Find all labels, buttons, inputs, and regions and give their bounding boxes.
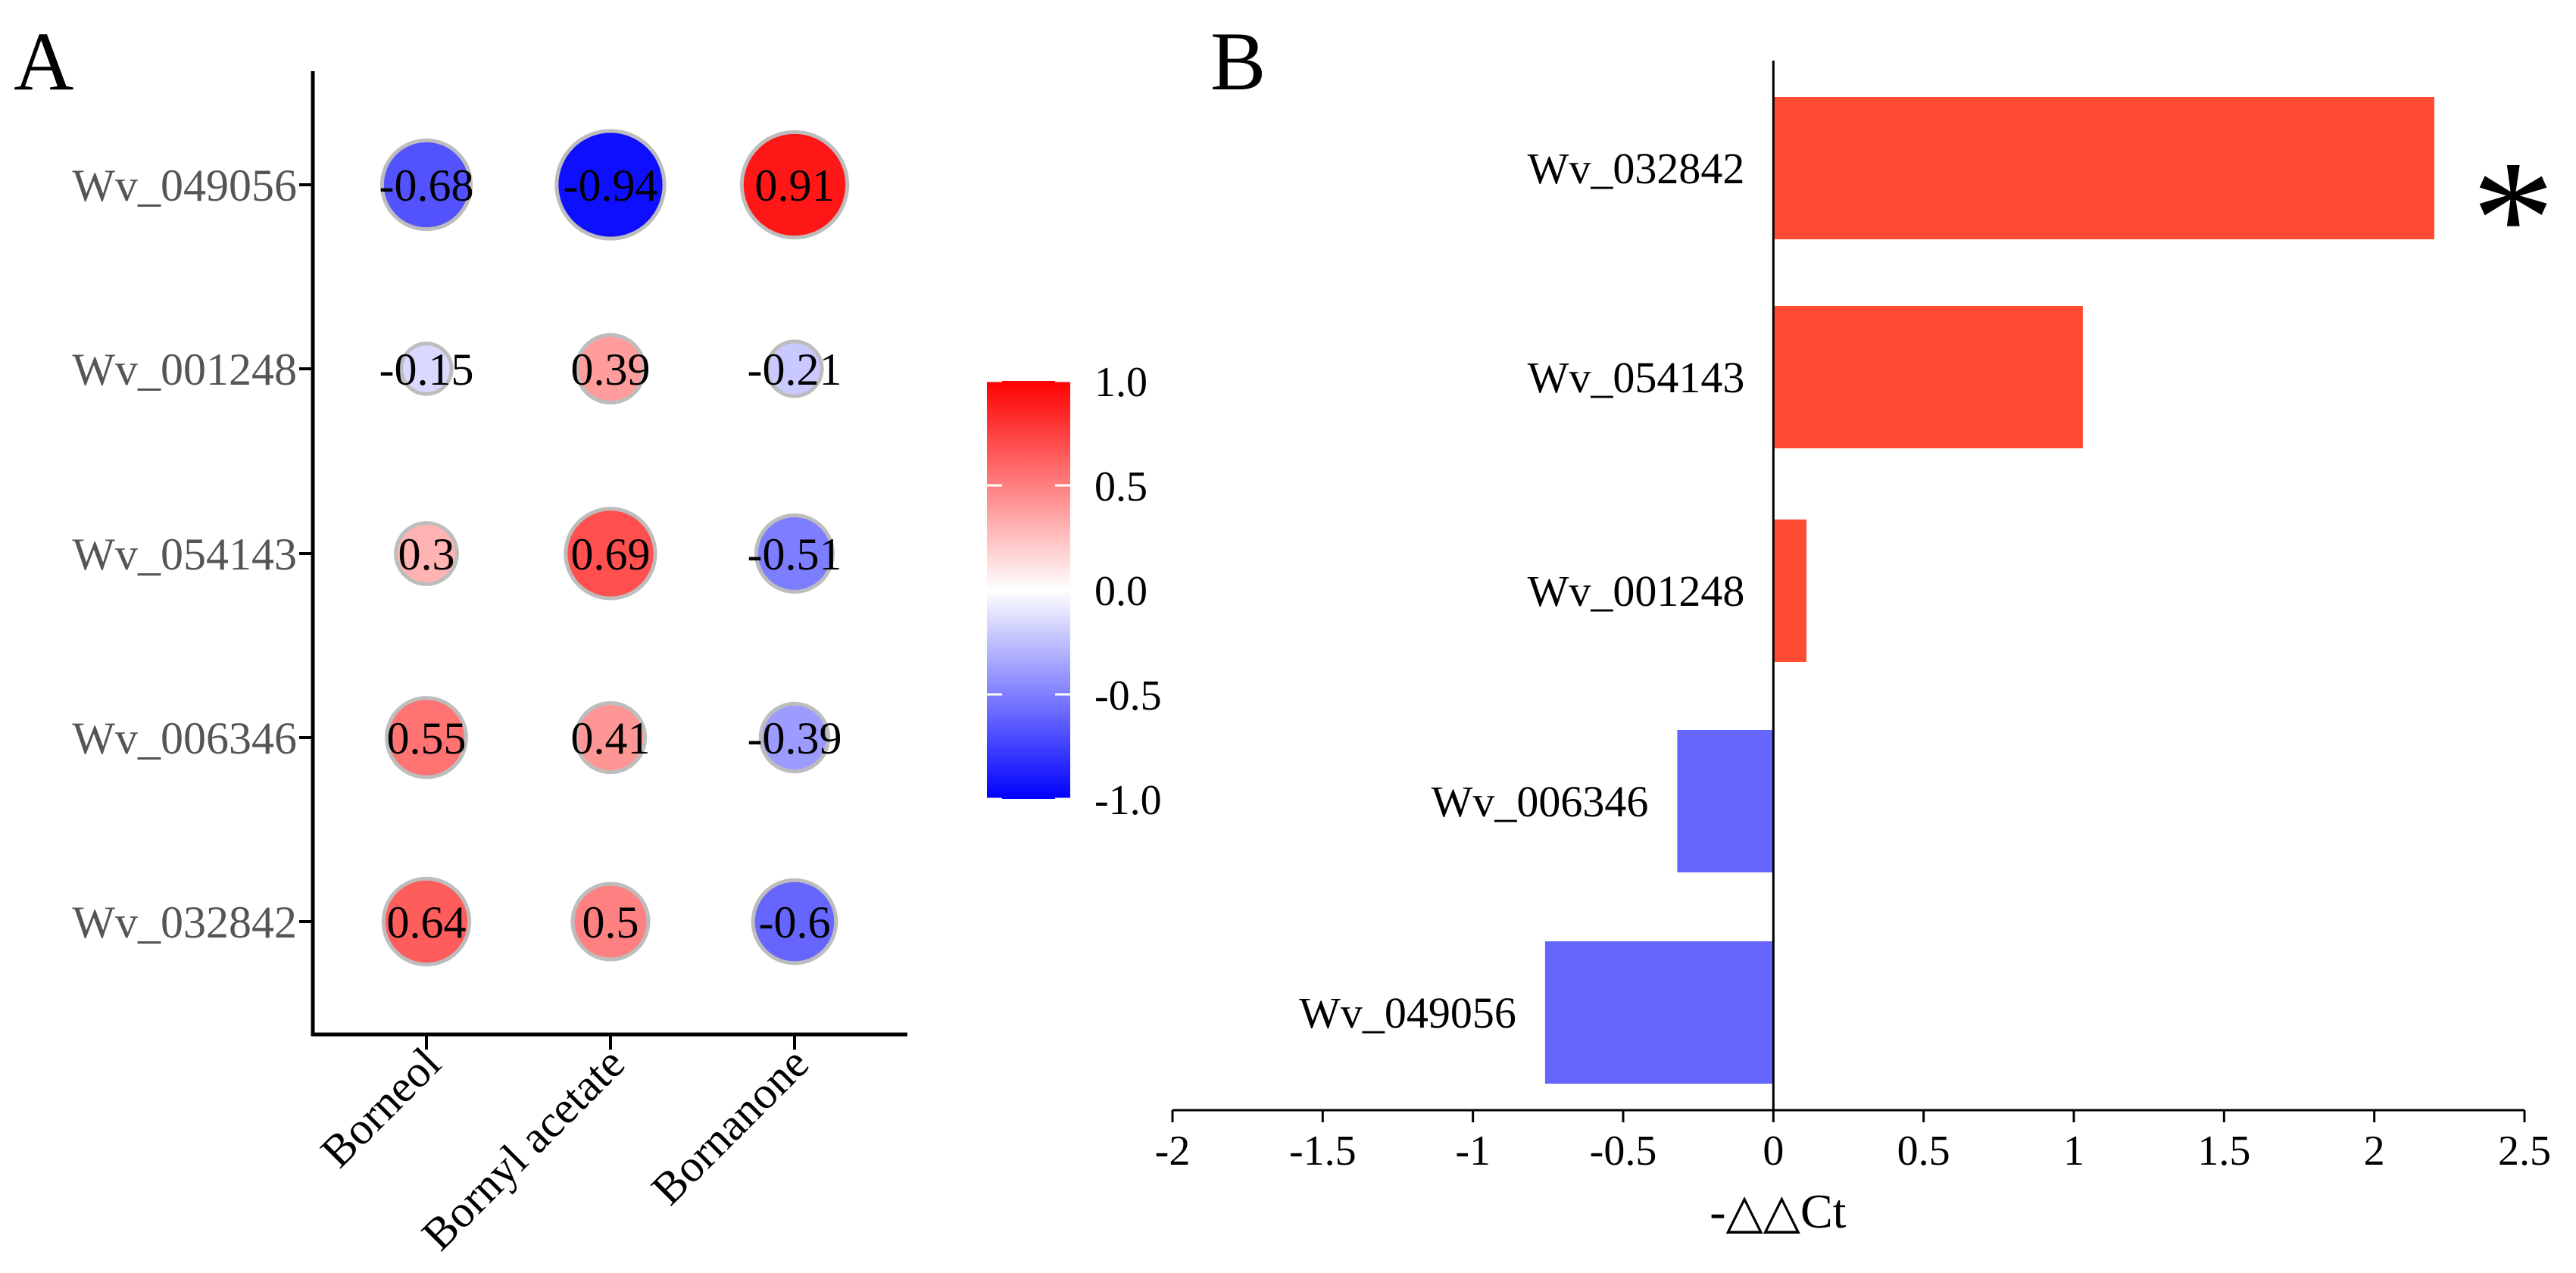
x-tick-label: 2.5 [2498,1128,2551,1175]
panel-b-category-label: Wv_032842 [1528,144,1745,193]
colorbar-tick-label: 0.0 [1094,568,1147,615]
heatmap-value-label: -0.6 [759,897,831,947]
heatmap-value-label: 0.55 [387,713,467,763]
panel-a-row-label: Wv_049056 [72,161,297,211]
heatmap-value-label: -0.21 [748,345,842,395]
x-tick-label: -2 [1155,1128,1191,1175]
heatmap-value-label: -0.51 [748,529,842,579]
panel-b-category-label: Wv_054143 [1528,353,1745,402]
colorbar-tick-label: -1.0 [1094,777,1162,824]
heatmap-dot [570,881,651,962]
heatmap-dot [399,342,454,396]
heatmap-dot [379,138,473,232]
colorbar-ticks: 1.0 0.5 0.0 -0.5 -1.0 [987,359,1162,824]
heatmap-value-label: -0.15 [379,345,474,395]
heatmap-dot [739,129,850,240]
heatmap-dot [564,507,657,601]
panel-b-category-label: Wv_001248 [1528,566,1745,616]
heatmap-value-label: 0.91 [755,161,835,211]
x-tick-label: 0.5 [1897,1128,1950,1175]
panel-b-category-label: Wv_049056 [1299,988,1516,1037]
heatmap-value-label: -0.94 [564,161,658,211]
panel-b-y-labels: Wv_032842 Wv_054143 Wv_001248 Wv_006346 Wv_0… [1299,144,1744,1037]
panel-a-column-label: Bornanone [642,1038,818,1215]
panel-a-row-label: Wv_001248 [72,345,297,395]
bar [1773,519,1806,662]
heatmap-dot [394,521,459,586]
panel-b-bar-chart: -2 -1.5 -1 -0.5 0 0.5 1 1.5 2 2.5 Wv_032842 Wv_054… [1155,61,2555,1238]
x-tick-label: 0 [1763,1128,1784,1175]
heatmap-dot [554,129,667,241]
bar [1677,730,1774,872]
panel-a-cells: -0.68 -0.94 0.91 -0.15 0.39 -0.21 0.3 0.69 -0.51… [379,129,850,967]
x-tick-label: 2 [2364,1128,2385,1175]
x-tick-label: 1.5 [2197,1128,2250,1175]
colorbar-tick-label: -0.5 [1094,672,1162,719]
colorbar-tick-label: 0.5 [1094,463,1147,510]
panel-a-column-label: Borneol [311,1038,450,1177]
bar [1544,941,1774,1084]
significance-asterisk: * [2471,126,2555,310]
heatmap-value-label: 0.69 [571,529,651,579]
panel-a-row-label: Wv_006346 [72,713,297,763]
heatmap-value-label: 0.5 [582,897,639,947]
heatmap-dot [754,513,835,594]
heatmap-value-label: 0.3 [398,529,455,579]
panel-b-category-label: Wv_006346 [1432,777,1649,826]
x-tick-label: -0.5 [1590,1128,1657,1175]
panel-b-label: B [1210,15,1266,108]
heatmap-dot [765,339,824,398]
colorbar-tick-label: 1.0 [1094,359,1147,406]
heatmap-dot [751,878,838,966]
bar [1773,97,2434,239]
x-tick-label: -1.5 [1289,1128,1357,1175]
panel-b-x-axis: -2 -1.5 -1 -0.5 0 0.5 1 1.5 2 2.5 [1155,1110,2551,1175]
panel-a-y-axis: Wv_049056 Wv_001248 Wv_054143 Wv_006346 Wv_0… [72,161,313,947]
heatmap-value-label: 0.39 [571,345,651,395]
x-tick-label: 1 [2063,1128,2084,1175]
heatmap-value-label: -0.39 [748,713,842,763]
panel-a-row-label: Wv_032842 [72,897,297,947]
panel-b-x-axis-title: -△△Ct [1710,1184,1846,1238]
panel-b-annotations: * [2471,126,2555,310]
x-tick-label: -1 [1455,1128,1491,1175]
heatmap-value-label: -0.68 [379,161,474,211]
panel-a-label: A [14,15,73,108]
panel-a-correlation-heatmap: -0.68 -0.94 0.91-0.15 0.39 -0.210.3 0.69 -0.51… [72,71,1162,1259]
panel-a-row-label: Wv_054143 [72,529,297,579]
heatmap-dot [385,696,468,779]
heatmap-value-label: 0.41 [571,713,651,763]
heatmap-dot [381,876,472,967]
heatmap-dot [573,700,648,775]
heatmap-dot [758,701,831,774]
heatmap-dot [574,332,647,405]
bar [1773,306,2083,448]
panel-b-bars [1544,97,2434,1084]
heatmap-value-label: 0.64 [387,897,467,947]
